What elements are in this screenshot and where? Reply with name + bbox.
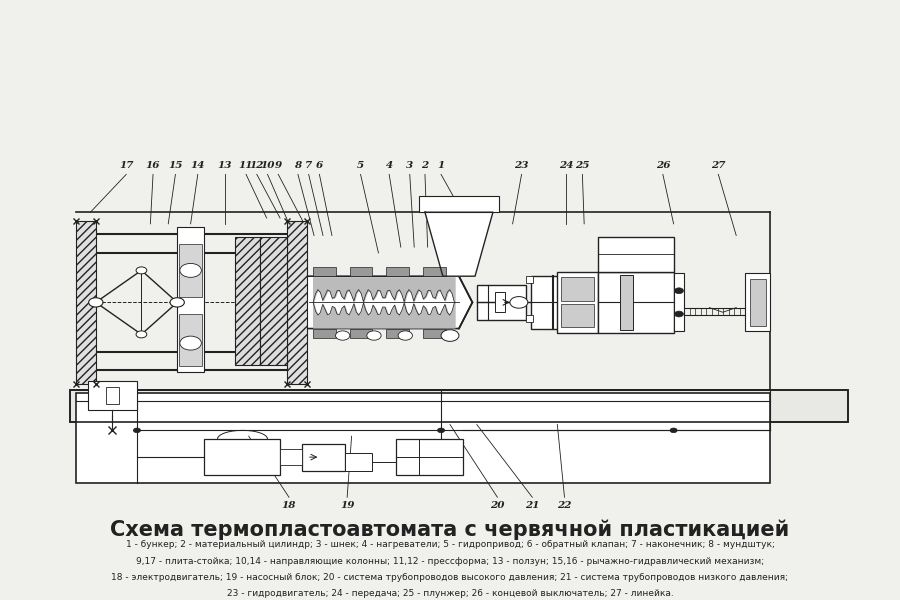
Polygon shape bbox=[750, 279, 766, 326]
Text: Схема термопластоавтомата с червячной пластикацией: Схема термопластоавтомата с червячной пл… bbox=[111, 520, 789, 540]
Text: 4: 4 bbox=[385, 161, 392, 170]
Polygon shape bbox=[425, 212, 493, 276]
Text: 20: 20 bbox=[491, 502, 505, 511]
Polygon shape bbox=[313, 267, 336, 276]
Text: 25: 25 bbox=[575, 161, 590, 170]
Text: 8: 8 bbox=[294, 161, 302, 170]
Polygon shape bbox=[280, 449, 302, 465]
Text: 23 - гидродвигатель; 24 - передача; 25 - плунжер; 26 - концевой выключатель; 27 : 23 - гидродвигатель; 24 - передача; 25 -… bbox=[227, 589, 673, 598]
Text: 16: 16 bbox=[146, 161, 160, 170]
Text: 18: 18 bbox=[282, 502, 296, 511]
Polygon shape bbox=[302, 444, 346, 470]
Polygon shape bbox=[309, 276, 472, 329]
Circle shape bbox=[136, 331, 147, 338]
Text: 5: 5 bbox=[357, 161, 364, 170]
Polygon shape bbox=[530, 276, 584, 329]
Polygon shape bbox=[179, 244, 203, 296]
Polygon shape bbox=[177, 227, 204, 372]
Text: 19: 19 bbox=[340, 502, 355, 511]
Polygon shape bbox=[526, 314, 533, 322]
Text: 2: 2 bbox=[421, 161, 428, 170]
Text: 17: 17 bbox=[119, 161, 133, 170]
Circle shape bbox=[170, 298, 184, 307]
Text: 9: 9 bbox=[274, 161, 282, 170]
Polygon shape bbox=[350, 329, 373, 338]
Text: 9,17 - плита-стойка; 10,14 - направляющие колонны; 11,12 - прессформа; 13 - полз: 9,17 - плита-стойка; 10,14 - направляющи… bbox=[136, 557, 764, 566]
Circle shape bbox=[133, 428, 140, 433]
Text: 13: 13 bbox=[217, 161, 232, 170]
Polygon shape bbox=[350, 267, 373, 276]
Text: 15: 15 bbox=[168, 161, 183, 170]
Polygon shape bbox=[418, 196, 500, 212]
Circle shape bbox=[674, 288, 683, 293]
Text: 1: 1 bbox=[437, 161, 445, 170]
Polygon shape bbox=[561, 304, 594, 328]
Polygon shape bbox=[260, 236, 287, 365]
Text: 18 - электродвигатель; 19 - насосный блок; 20 - система трубопроводов высокого д: 18 - электродвигатель; 19 - насосный бло… bbox=[112, 573, 788, 582]
Text: 24: 24 bbox=[559, 161, 573, 170]
Polygon shape bbox=[620, 275, 634, 330]
Circle shape bbox=[398, 331, 412, 340]
Text: 14: 14 bbox=[191, 161, 205, 170]
Polygon shape bbox=[204, 439, 280, 475]
Circle shape bbox=[510, 296, 527, 308]
Circle shape bbox=[336, 331, 350, 340]
Text: 1 - бункер; 2 - материальный цилиндр; 3 - шнек; 4 - нагреватели; 5 - гидропривод: 1 - бункер; 2 - материальный цилиндр; 3 … bbox=[126, 541, 774, 550]
Text: 6: 6 bbox=[316, 161, 323, 170]
Text: 12: 12 bbox=[249, 161, 264, 170]
Polygon shape bbox=[386, 267, 409, 276]
Polygon shape bbox=[179, 314, 203, 367]
Circle shape bbox=[441, 330, 459, 341]
Polygon shape bbox=[70, 389, 848, 422]
Polygon shape bbox=[745, 273, 770, 331]
Polygon shape bbox=[557, 272, 598, 333]
Polygon shape bbox=[87, 381, 137, 410]
Polygon shape bbox=[346, 453, 373, 470]
Polygon shape bbox=[561, 277, 594, 301]
Circle shape bbox=[88, 298, 103, 307]
Polygon shape bbox=[386, 329, 409, 338]
Text: 27: 27 bbox=[711, 161, 725, 170]
Polygon shape bbox=[76, 392, 770, 483]
Polygon shape bbox=[598, 236, 673, 272]
Text: 23: 23 bbox=[514, 161, 529, 170]
Polygon shape bbox=[423, 267, 446, 276]
Circle shape bbox=[670, 428, 677, 433]
Polygon shape bbox=[105, 387, 119, 404]
Polygon shape bbox=[477, 285, 526, 320]
Polygon shape bbox=[423, 329, 446, 338]
Polygon shape bbox=[396, 439, 464, 475]
Circle shape bbox=[136, 267, 147, 274]
Circle shape bbox=[180, 263, 202, 277]
Text: 3: 3 bbox=[406, 161, 413, 170]
Polygon shape bbox=[313, 329, 336, 338]
Polygon shape bbox=[287, 221, 307, 384]
Circle shape bbox=[437, 428, 445, 433]
Text: 26: 26 bbox=[655, 161, 670, 170]
Circle shape bbox=[367, 331, 381, 340]
Polygon shape bbox=[598, 272, 673, 333]
Text: 7: 7 bbox=[305, 161, 312, 170]
Text: 22: 22 bbox=[557, 502, 572, 511]
Circle shape bbox=[674, 311, 683, 317]
Polygon shape bbox=[526, 276, 533, 283]
Polygon shape bbox=[673, 273, 684, 331]
Polygon shape bbox=[235, 236, 260, 365]
Text: 10: 10 bbox=[260, 161, 274, 170]
Polygon shape bbox=[76, 221, 95, 384]
Polygon shape bbox=[495, 292, 506, 312]
Text: 21: 21 bbox=[525, 502, 539, 511]
Circle shape bbox=[180, 336, 202, 350]
Text: 11: 11 bbox=[238, 161, 253, 170]
